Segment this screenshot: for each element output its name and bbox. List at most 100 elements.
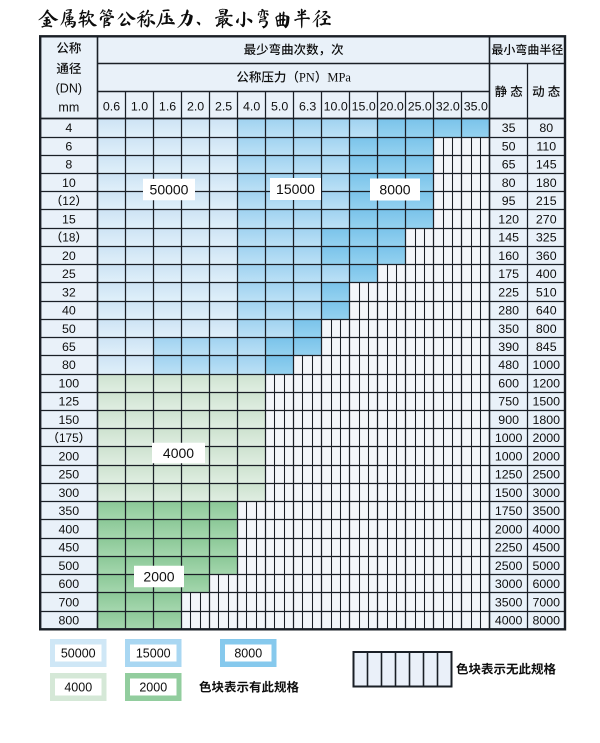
svg-text:390: 390 [498, 340, 519, 354]
svg-text:2.0: 2.0 [187, 99, 204, 113]
svg-text:200: 200 [59, 449, 80, 463]
svg-text:2500: 2500 [495, 559, 523, 573]
svg-text:180: 180 [536, 176, 557, 190]
svg-text:2500: 2500 [532, 468, 560, 482]
svg-text:270: 270 [536, 212, 557, 226]
svg-text:最少弯曲次数，次: 最少弯曲次数，次 [244, 39, 345, 58]
svg-text:1.0: 1.0 [131, 99, 148, 113]
svg-text:最小弯曲半径: 最小弯曲半径 [491, 41, 563, 58]
svg-text:1.6: 1.6 [159, 99, 176, 113]
svg-text:6000: 6000 [532, 577, 560, 591]
svg-text:250: 250 [59, 468, 80, 482]
svg-text:480: 480 [498, 358, 519, 372]
svg-text:800: 800 [536, 322, 557, 336]
svg-text:350: 350 [59, 504, 80, 518]
svg-text:15.0: 15.0 [352, 99, 376, 113]
svg-text:4000: 4000 [532, 522, 560, 536]
svg-text:25.0: 25.0 [408, 99, 432, 113]
svg-text:8000: 8000 [532, 613, 560, 627]
svg-text:4000: 4000 [163, 445, 194, 461]
svg-text:5000: 5000 [532, 559, 560, 573]
svg-text:2000: 2000 [139, 680, 167, 694]
svg-text:110: 110 [536, 139, 556, 153]
svg-text:1250: 1250 [495, 468, 523, 482]
svg-text:公称压力（PN）MPa: 公称压力（PN）MPa [236, 67, 351, 86]
svg-text:8000: 8000 [379, 181, 410, 197]
svg-text:2250: 2250 [495, 541, 523, 555]
svg-text:65: 65 [62, 340, 76, 354]
svg-text:（18）: （18） [50, 229, 87, 246]
svg-text:125: 125 [59, 395, 80, 409]
svg-text:600: 600 [59, 577, 80, 591]
svg-text:7000: 7000 [532, 595, 560, 609]
svg-text:120: 120 [498, 212, 519, 226]
svg-text:6.3: 6.3 [299, 99, 316, 113]
svg-text:(DN): (DN) [56, 82, 82, 96]
svg-text:845: 845 [536, 340, 557, 354]
svg-text:8000: 8000 [234, 646, 262, 660]
svg-text:2000: 2000 [495, 522, 523, 536]
svg-text:4000: 4000 [495, 613, 523, 627]
svg-text:25: 25 [62, 267, 76, 281]
svg-text:35: 35 [502, 121, 516, 135]
svg-text:1500: 1500 [532, 395, 560, 409]
svg-text:1000: 1000 [532, 358, 560, 372]
svg-text:3000: 3000 [532, 486, 560, 500]
svg-text:65: 65 [502, 158, 516, 172]
svg-text:225: 225 [498, 285, 519, 299]
svg-text:2000: 2000 [532, 449, 560, 463]
svg-text:（175）: （175） [47, 429, 90, 446]
svg-text:1000: 1000 [495, 431, 523, 445]
svg-text:35.0: 35.0 [464, 99, 488, 113]
svg-text:15000: 15000 [276, 181, 315, 197]
svg-text:1500: 1500 [495, 486, 523, 500]
svg-text:215: 215 [536, 194, 557, 208]
svg-text:900: 900 [498, 413, 519, 427]
svg-text:20.0: 20.0 [380, 99, 404, 113]
svg-text:360: 360 [536, 249, 557, 263]
svg-text:1200: 1200 [532, 376, 560, 390]
svg-text:10: 10 [62, 176, 76, 190]
svg-text:400: 400 [536, 267, 557, 281]
svg-text:20: 20 [62, 249, 76, 263]
svg-text:640: 640 [536, 304, 557, 318]
svg-text:400: 400 [59, 522, 80, 536]
svg-text:mm: mm [58, 101, 79, 115]
svg-text:280: 280 [498, 304, 519, 318]
svg-text:700: 700 [59, 595, 80, 609]
svg-text:32: 32 [62, 285, 76, 299]
svg-text:色块表示无此规格: 色块表示无此规格 [456, 659, 557, 678]
svg-text:10.0: 10.0 [324, 99, 348, 113]
svg-text:800: 800 [59, 613, 80, 627]
svg-text:1800: 1800 [532, 413, 560, 427]
svg-text:静 态: 静 态 [495, 81, 524, 100]
svg-text:160: 160 [498, 249, 519, 263]
svg-text:5.0: 5.0 [271, 99, 288, 113]
svg-text:100: 100 [59, 376, 80, 390]
svg-text:15: 15 [62, 212, 76, 226]
svg-text:4000: 4000 [64, 680, 92, 694]
svg-text:450: 450 [59, 541, 80, 555]
svg-text:145: 145 [498, 231, 519, 245]
svg-text:175: 175 [498, 267, 519, 281]
svg-text:1750: 1750 [495, 504, 523, 518]
svg-text:15000: 15000 [136, 646, 171, 660]
svg-text:动 态: 动 态 [532, 81, 561, 100]
svg-text:350: 350 [498, 322, 519, 336]
svg-text:600: 600 [498, 376, 519, 390]
svg-text:50: 50 [502, 139, 516, 153]
svg-text:95: 95 [502, 194, 516, 208]
svg-text:80: 80 [539, 121, 553, 135]
svg-text:（12）: （12） [50, 192, 87, 209]
svg-text:2000: 2000 [532, 431, 560, 445]
svg-text:145: 145 [536, 158, 557, 172]
svg-text:4500: 4500 [532, 541, 560, 555]
svg-text:4: 4 [65, 121, 72, 135]
svg-text:300: 300 [59, 486, 80, 500]
svg-text:2.5: 2.5 [215, 99, 232, 113]
svg-text:50000: 50000 [150, 181, 189, 197]
svg-text:32.0: 32.0 [436, 99, 460, 113]
svg-text:6: 6 [65, 139, 72, 153]
svg-text:50: 50 [62, 322, 76, 336]
svg-text:公称: 公称 [56, 38, 82, 57]
